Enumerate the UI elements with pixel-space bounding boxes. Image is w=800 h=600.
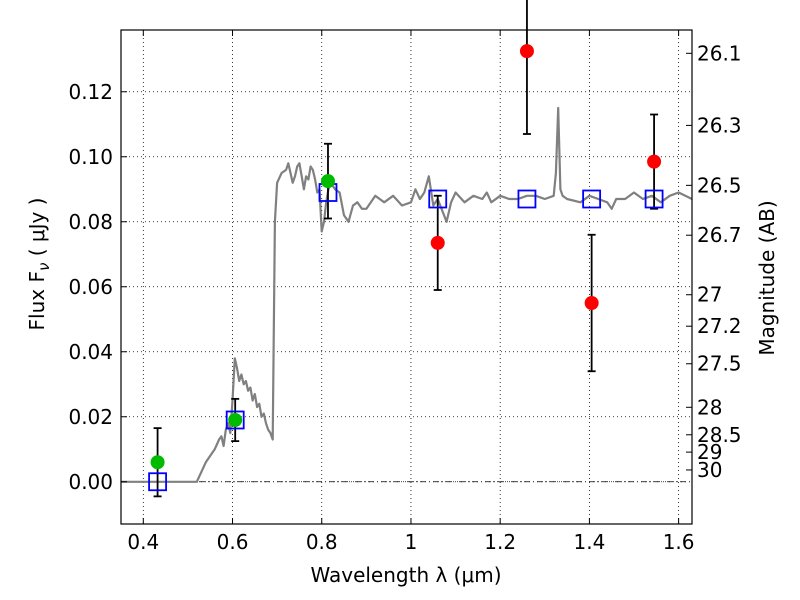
y-tick-label: 0.12 — [68, 80, 113, 104]
model-flux-square — [644, 189, 664, 209]
red-flux-point — [647, 154, 662, 169]
model-spectrum — [121, 106, 693, 483]
x-tick-label: 0.4 — [127, 530, 159, 554]
y-tick-label: 0.08 — [68, 210, 113, 234]
red-flux-point — [519, 44, 534, 59]
right-tick-label: 27.2 — [697, 314, 742, 338]
model-flux-square — [225, 410, 245, 430]
y-tick-label: 0.06 — [68, 275, 113, 299]
model-flux-square — [582, 189, 602, 209]
model-flux-square — [148, 472, 167, 492]
plot-frame — [120, 29, 693, 525]
right-tick-label: 29 — [697, 440, 722, 464]
right-tick-label: 30 — [697, 458, 722, 482]
right-tick-label: 28.5 — [697, 423, 742, 447]
x-axis-label: Wavelength λ (μm) — [310, 563, 501, 587]
y-tick-label: 0.04 — [68, 340, 113, 364]
y-tick-label: 0.00 — [68, 470, 113, 494]
red-flux-point — [430, 235, 445, 250]
x-tick-label: 1.4 — [573, 530, 605, 554]
model-flux-square — [517, 189, 537, 209]
y-axis-label: Flux Fν ( μJy ) — [25, 198, 53, 331]
right-tick-label: 26.5 — [697, 173, 742, 197]
grid — [121, 30, 692, 524]
y-tick-label: 0.10 — [68, 145, 113, 169]
axis-ticks: 0.4 0.6 0.8 1 1.2 1.4 1.6 0.00 0.02 0.04 0.06 0.08 0… — [68, 30, 742, 554]
spectrum-line — [121, 106, 693, 483]
x-tick-label: 1.2 — [484, 530, 516, 554]
right-tick-label: 27 — [697, 283, 722, 307]
right-tick-label: 28 — [697, 395, 722, 419]
model-flux-square — [428, 189, 448, 209]
green-flux-point — [320, 174, 335, 189]
y-axis-right-label: Magnitude (AB) — [755, 200, 779, 355]
x-tick-label: 0.6 — [217, 530, 249, 554]
right-tick-label: 26.3 — [697, 113, 742, 137]
y-tick-label: 0.02 — [68, 405, 113, 429]
data-markers — [148, 44, 664, 492]
red-flux-point — [584, 296, 599, 310]
x-tick-label: 1.6 — [663, 530, 695, 554]
right-tick-label: 27.5 — [697, 352, 742, 376]
right-tick-label: 26.1 — [697, 41, 742, 65]
green-flux-point — [228, 413, 243, 427]
x-tick-label: 1 — [405, 530, 418, 554]
right-tick-label: 26.7 — [697, 223, 742, 247]
green-flux-point — [150, 455, 165, 470]
x-tick-label: 0.8 — [306, 530, 338, 554]
